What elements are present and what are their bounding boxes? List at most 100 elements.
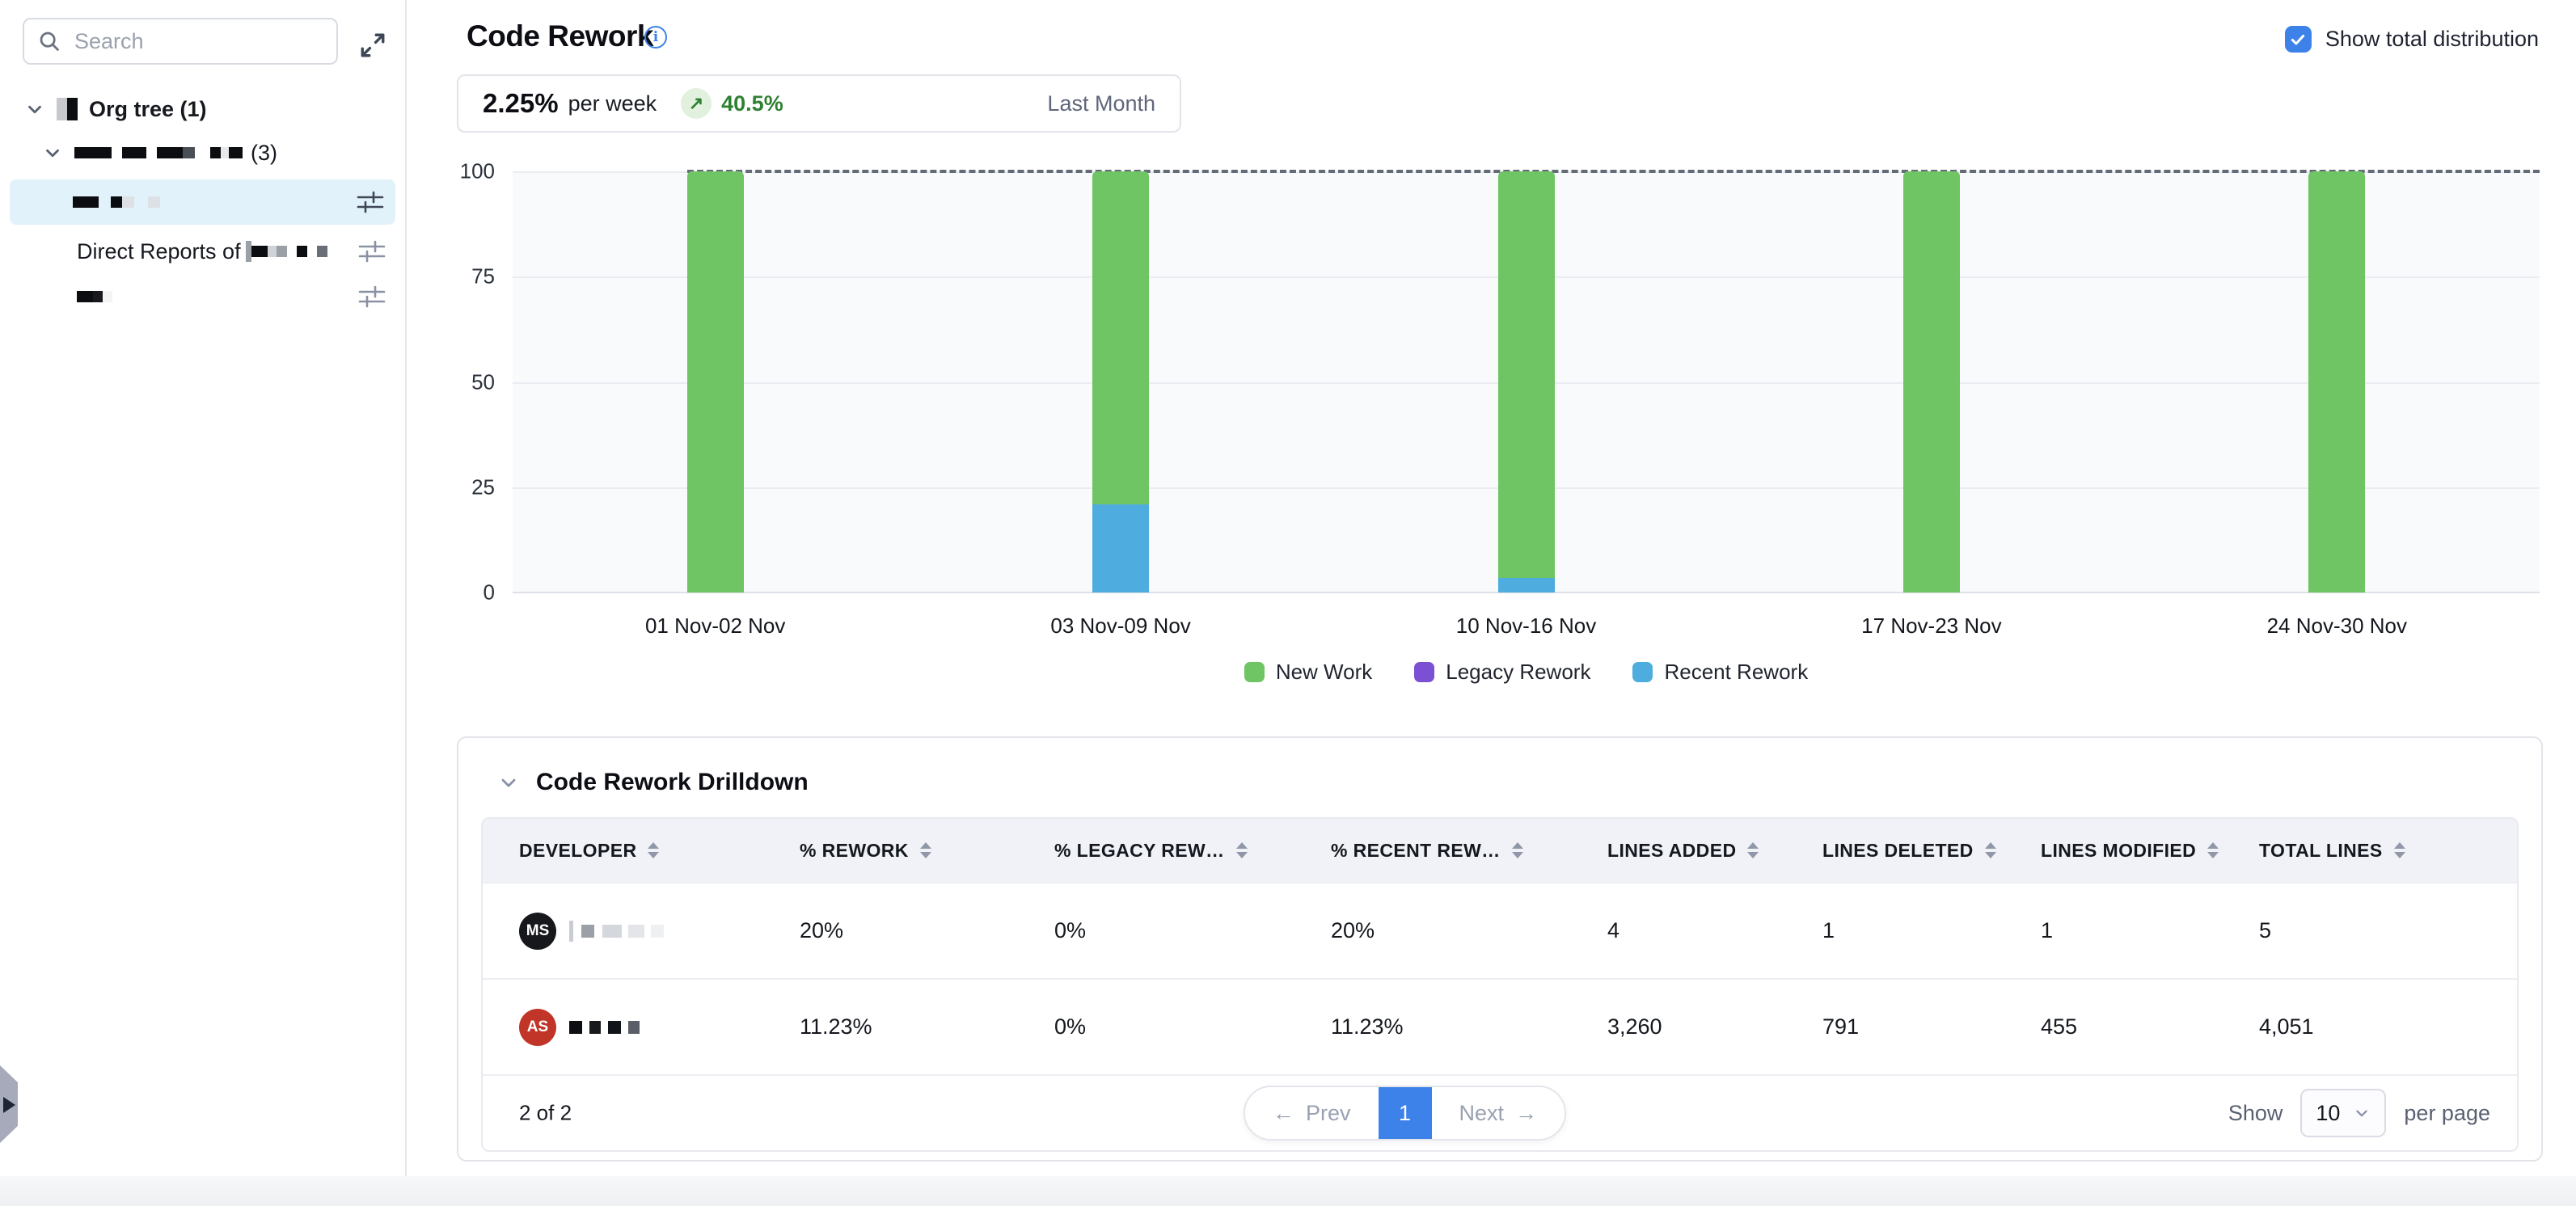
column-header-label: % LEGACY REW… bbox=[1054, 839, 1225, 861]
chevron-wrap bbox=[42, 142, 63, 163]
sort-icon[interactable] bbox=[1511, 842, 1523, 858]
sort-icon[interactable] bbox=[2393, 842, 2405, 858]
sidebar-tree-item-4[interactable] bbox=[0, 278, 405, 315]
prev-page-button[interactable]: ← Prev bbox=[1245, 1087, 1379, 1139]
redacted-text-block bbox=[316, 246, 327, 257]
cell--recent-rew-: 11.23% bbox=[1331, 1014, 1404, 1039]
table-row-1[interactable]: AS 11.23% 0% 11.23% 3,260 791 455 4,051 bbox=[483, 978, 2517, 1074]
info-icon[interactable]: i bbox=[644, 26, 667, 48]
redacted-text-block bbox=[569, 920, 573, 942]
chart-legend: New Work Legacy Rework Recent Rework bbox=[513, 660, 2540, 685]
sort-icon[interactable] bbox=[2207, 842, 2219, 858]
sidebar-collapse-arrow-icon[interactable] bbox=[3, 1097, 15, 1113]
filter-sliders-icon[interactable] bbox=[358, 285, 386, 309]
tree-item-label: Direct Reports of bbox=[77, 238, 241, 264]
redacted-text-block bbox=[608, 1020, 621, 1034]
page-1-button[interactable]: 1 bbox=[1378, 1087, 1432, 1139]
cell-lines-added: 3,260 bbox=[1607, 1014, 1662, 1039]
expand-sidebar-icon[interactable] bbox=[358, 31, 387, 60]
sidebar-tree-item-2[interactable] bbox=[10, 179, 395, 225]
check-icon bbox=[2291, 34, 2305, 44]
sidebar-tree-item-1[interactable]: (3) bbox=[0, 134, 405, 171]
sort-icon[interactable] bbox=[919, 842, 931, 858]
legend-label: Recent Rework bbox=[1664, 660, 1809, 684]
column-header-label: % REWORK bbox=[800, 839, 909, 861]
redacted-text-block bbox=[296, 246, 307, 257]
filter-sliders-icon[interactable] bbox=[357, 190, 384, 214]
period-label: Last Month bbox=[1047, 91, 1155, 116]
org-logo-icon bbox=[57, 98, 78, 120]
x-axis-label-1: 03 Nov-09 Nov bbox=[1050, 614, 1191, 638]
redacted-text-block bbox=[628, 924, 644, 938]
sort-icon[interactable] bbox=[648, 842, 660, 858]
column-header-1: % REWORK bbox=[800, 840, 1054, 862]
table-row-0[interactable]: MS 20% 0% 20% 4 1 1 5 bbox=[483, 882, 2517, 978]
redacted-text-block bbox=[122, 147, 146, 158]
sort-icon[interactable] bbox=[1984, 842, 1996, 858]
redacted-text-block bbox=[569, 1020, 582, 1034]
y-axis-tick-25: 25 bbox=[471, 474, 495, 500]
drilldown-table: DEVELOPER % REWORK % LEGACY REW… % RECENT R… bbox=[481, 817, 2519, 1152]
show-label: Show bbox=[2228, 1100, 2283, 1125]
drilldown-header[interactable]: Code Rework Drilldown bbox=[497, 769, 809, 796]
bar-03 Nov-09 Nov bbox=[1092, 171, 1150, 592]
cell--legacy-rew-: 0% bbox=[1054, 918, 1087, 942]
redacted-text-block bbox=[77, 291, 93, 302]
sort-down-icon bbox=[1511, 852, 1523, 858]
chevron-wrap bbox=[24, 99, 45, 120]
sort-down-icon bbox=[648, 852, 660, 858]
page-size-select[interactable]: 10 bbox=[2300, 1089, 2387, 1137]
legend-item-new-work[interactable]: New Work bbox=[1244, 660, 1372, 685]
chevron-down-icon[interactable] bbox=[42, 142, 63, 163]
sort-up-icon bbox=[1747, 842, 1759, 849]
row-count: 2 of 2 bbox=[519, 1100, 572, 1125]
column-header-label: DEVELOPER bbox=[519, 839, 637, 861]
sort-up-icon bbox=[2207, 842, 2219, 849]
sort-down-icon bbox=[2393, 852, 2405, 858]
sidebar-tree-item-3[interactable]: Direct Reports of bbox=[0, 233, 405, 270]
next-page-button[interactable]: Next → bbox=[1431, 1087, 1565, 1139]
redacted-text-block bbox=[651, 924, 664, 938]
sort-up-icon bbox=[648, 842, 660, 849]
chevron-down-icon[interactable] bbox=[497, 771, 520, 794]
rework-rate-unit: per week bbox=[568, 91, 657, 116]
search-input[interactable] bbox=[73, 27, 323, 55]
sort-down-icon bbox=[2207, 852, 2219, 858]
sort-up-icon bbox=[919, 842, 931, 849]
sort-icon[interactable] bbox=[1747, 842, 1759, 858]
next-label: Next bbox=[1459, 1100, 1505, 1125]
legend-item-legacy-rework[interactable]: Legacy Rework bbox=[1414, 660, 1590, 685]
redacted-text-block bbox=[229, 147, 243, 158]
sort-icon[interactable] bbox=[1235, 842, 1248, 858]
search-box[interactable] bbox=[23, 18, 338, 65]
trend-value: 40.5% bbox=[721, 91, 783, 116]
total-distribution-line bbox=[686, 170, 2540, 173]
cell-lines-added: 4 bbox=[1607, 918, 1620, 942]
filter-button[interactable] bbox=[358, 285, 386, 309]
developer-name-redacted bbox=[569, 920, 664, 942]
redacted-text-block bbox=[157, 147, 183, 158]
legend-label: New Work bbox=[1275, 660, 1373, 684]
show-total-distribution-checkbox[interactable] bbox=[2284, 26, 2312, 53]
cell--recent-rew-: 20% bbox=[1331, 918, 1375, 942]
prev-label: Prev bbox=[1306, 1100, 1351, 1125]
sidebar-tree-item-0[interactable]: Org tree (1) bbox=[0, 91, 405, 128]
filter-button[interactable] bbox=[358, 239, 386, 264]
filter-sliders-icon[interactable] bbox=[358, 239, 386, 264]
legend-label: Legacy Rework bbox=[1446, 660, 1591, 684]
sort-up-icon bbox=[1235, 842, 1248, 849]
avatar: AS bbox=[519, 1008, 556, 1046]
redacted-text-block bbox=[111, 196, 122, 208]
bar-17 Nov-23 Nov bbox=[1902, 171, 1960, 592]
filter-button[interactable] bbox=[357, 190, 384, 214]
column-header-7: TOTAL LINES bbox=[2259, 840, 2517, 862]
legend-item-recent-rework[interactable]: Recent Rework bbox=[1632, 660, 1808, 685]
y-axis-tick-50: 50 bbox=[471, 369, 495, 394]
show-total-distribution-toggle: Show total distribution bbox=[2284, 26, 2539, 53]
trend-up-icon: ↗ bbox=[681, 88, 712, 119]
chevron-down-icon[interactable] bbox=[24, 99, 45, 120]
table-footer: 2 of 2 ← Prev 1 Next → Show 10 bbox=[483, 1074, 2517, 1150]
x-axis-label-3: 17 Nov-23 Nov bbox=[1861, 614, 2002, 638]
drilldown-title: Code Rework Drilldown bbox=[536, 769, 809, 795]
redacted-text-block bbox=[183, 147, 195, 158]
